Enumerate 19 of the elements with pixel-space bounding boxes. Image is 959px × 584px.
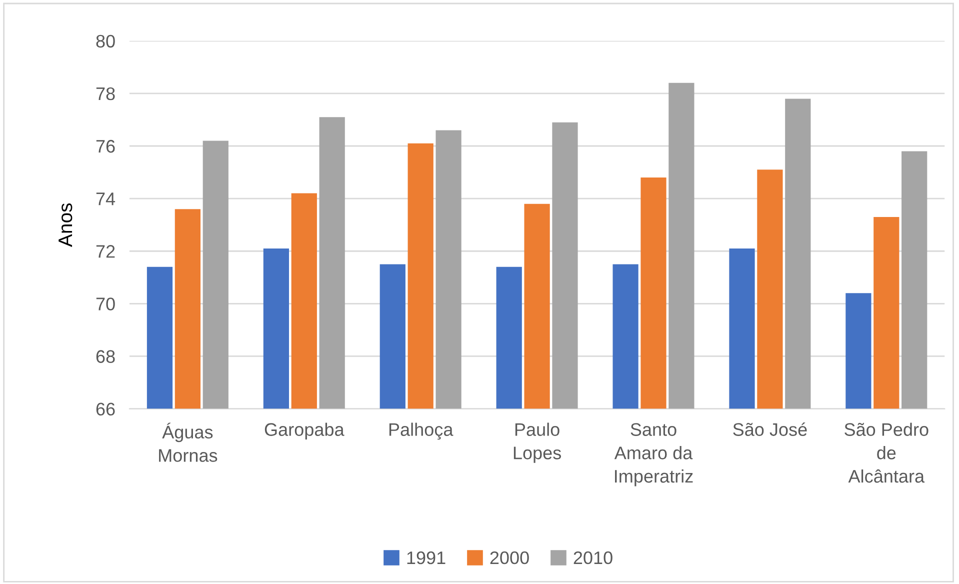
y-tick-label: 80 [96, 34, 115, 48]
y-tick-label: 72 [96, 245, 115, 258]
y-tick-label: 78 [96, 87, 115, 100]
legend-label: 2010 [574, 551, 612, 564]
y-tick-label: 76 [96, 140, 115, 153]
x-tick-label: Palhoça [389, 422, 454, 440]
legend-label: 1991 [407, 551, 446, 564]
x-tick-label: Águas Mornas [159, 422, 218, 462]
x-tick-label: Garopaba [264, 422, 344, 440]
y-tick-label: 70 [96, 298, 115, 310]
y-tick-label: 68 [96, 350, 115, 363]
x-tick-label: São Pedro de Alcântara [844, 422, 928, 483]
y-tick-label: 66 [96, 402, 115, 416]
y-axis-title: Anos [58, 203, 72, 247]
x-tick-label: Paulo Lopes [514, 422, 561, 463]
y-tick-label: 74 [96, 192, 116, 206]
x-tick-label: São José [733, 422, 807, 436]
legend-label: 2000 [490, 551, 529, 564]
x-tick-label: Santo Amaro da Imperatriz [614, 423, 693, 486]
